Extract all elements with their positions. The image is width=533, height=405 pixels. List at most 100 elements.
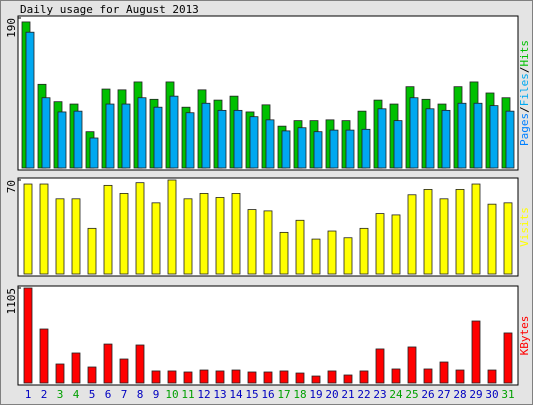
bar <box>119 193 129 275</box>
bar <box>407 194 417 275</box>
bar <box>489 105 499 169</box>
bar <box>391 368 401 384</box>
bar <box>471 320 481 384</box>
bar <box>345 129 355 169</box>
bar <box>457 102 467 169</box>
bar <box>89 137 99 169</box>
x-tick-label: 23 <box>373 388 386 401</box>
bar <box>503 202 513 275</box>
bar <box>313 131 323 169</box>
bar <box>201 102 211 169</box>
x-tick-label: 7 <box>121 388 128 401</box>
bar <box>441 109 451 169</box>
bar <box>375 213 385 275</box>
bar <box>503 332 513 384</box>
bar <box>505 110 515 169</box>
chart-title: Daily usage for August 2013 <box>20 3 199 16</box>
x-tick-label: 1 <box>25 388 32 401</box>
x-tick-label: 19 <box>309 388 322 401</box>
bar <box>393 120 403 169</box>
bar <box>199 193 209 275</box>
x-tick-label: 30 <box>485 388 498 401</box>
x-tick-label: 21 <box>341 388 354 401</box>
bar <box>391 214 401 275</box>
bar <box>23 287 33 384</box>
bar <box>471 183 481 275</box>
bar <box>295 219 305 275</box>
x-tick-label: 17 <box>277 388 290 401</box>
x-tick-label: 9 <box>153 388 160 401</box>
bar <box>55 198 65 275</box>
x-tick-label: 11 <box>181 388 194 401</box>
y-axis-label-part: / <box>518 67 531 74</box>
bar <box>121 103 131 169</box>
x-tick-label: 10 <box>165 388 178 401</box>
x-tick-label: 26 <box>421 388 434 401</box>
x-tick-label: 4 <box>73 388 80 401</box>
y-axis-label: Visits <box>518 207 531 247</box>
bar <box>151 202 161 275</box>
x-tick-label: 29 <box>469 388 482 401</box>
bar <box>233 109 243 169</box>
bar <box>359 370 369 384</box>
bar <box>231 369 241 384</box>
bar <box>57 111 67 169</box>
bar <box>103 343 113 384</box>
bar <box>55 363 65 384</box>
bar <box>39 328 49 384</box>
bar <box>73 110 83 169</box>
bar <box>343 374 353 384</box>
y-axis-label-part: Pages <box>518 113 531 146</box>
bar <box>439 361 449 384</box>
bar <box>41 97 51 169</box>
bar <box>473 102 483 169</box>
bar <box>25 31 35 169</box>
bar <box>71 352 81 384</box>
bar <box>279 231 289 275</box>
bar <box>377 108 387 169</box>
bar <box>135 182 145 275</box>
x-tick-label: 15 <box>245 388 258 401</box>
bar <box>215 197 225 275</box>
bar <box>183 198 193 275</box>
x-tick-label: 28 <box>453 388 466 401</box>
bar <box>425 108 435 169</box>
bar <box>487 369 497 384</box>
bar <box>311 238 321 275</box>
bar <box>329 129 339 169</box>
x-tick-label: 27 <box>437 388 450 401</box>
bar <box>183 371 193 384</box>
y-axis-label-part: / <box>518 106 531 113</box>
bar <box>423 188 433 275</box>
bar <box>263 371 273 384</box>
x-tick-label: 12 <box>197 388 210 401</box>
bar <box>407 346 417 384</box>
bar <box>455 188 465 275</box>
x-tick-label: 6 <box>105 388 112 401</box>
bar <box>169 95 179 169</box>
x-tick-label: 31 <box>501 388 514 401</box>
bar <box>153 106 163 169</box>
x-tick-label: 16 <box>261 388 274 401</box>
bar <box>103 184 113 275</box>
bar <box>39 183 49 275</box>
bar <box>409 97 419 169</box>
bar <box>185 112 195 169</box>
x-tick-label: 5 <box>89 388 96 401</box>
x-tick-label: 25 <box>405 388 418 401</box>
y-axis-label: KBytes <box>518 316 531 356</box>
bar <box>311 375 321 384</box>
y-axis-label: Pages/Files/Hits <box>518 40 531 146</box>
x-tick-label: 8 <box>137 388 144 401</box>
x-tick-label: 24 <box>389 388 403 401</box>
x-tick-label: 2 <box>41 388 48 401</box>
bar <box>199 369 209 384</box>
bar <box>343 237 353 275</box>
bar <box>361 128 371 169</box>
bar <box>455 369 465 384</box>
bar <box>231 193 241 275</box>
panel <box>17 285 519 386</box>
y-tick-label: 1105 <box>5 288 18 315</box>
